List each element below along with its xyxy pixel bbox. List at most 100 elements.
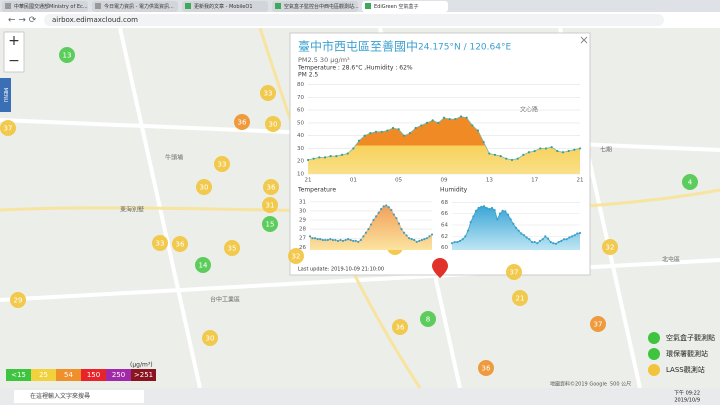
station-marker[interactable] bbox=[234, 114, 250, 130]
station-marker[interactable] bbox=[263, 179, 279, 195]
data-point bbox=[480, 205, 483, 208]
station-marker[interactable] bbox=[260, 85, 276, 101]
station-marker[interactable] bbox=[682, 174, 698, 190]
station-type-label: 環保署觀測站 bbox=[666, 349, 708, 358]
station-marker[interactable] bbox=[224, 240, 240, 256]
zoom-in[interactable]: + bbox=[8, 33, 20, 49]
station-marker[interactable] bbox=[392, 319, 408, 335]
y-tick-label: 26 bbox=[299, 245, 306, 251]
station-value: 33 bbox=[218, 161, 227, 169]
menu-button[interactable] bbox=[0, 78, 11, 112]
legend-label: 250 bbox=[112, 371, 125, 379]
chart-title: Temperature bbox=[297, 187, 336, 194]
station-value: 32 bbox=[606, 244, 615, 252]
data-point bbox=[530, 240, 534, 244]
tab-icon bbox=[5, 3, 11, 9]
station-marker[interactable] bbox=[172, 236, 188, 252]
station-marker[interactable] bbox=[288, 248, 304, 264]
station-marker[interactable] bbox=[196, 179, 212, 195]
data-point bbox=[364, 231, 368, 234]
data-point bbox=[512, 222, 515, 225]
data-point bbox=[509, 218, 512, 221]
station-marker[interactable] bbox=[265, 116, 281, 132]
data-point bbox=[488, 152, 491, 155]
station-marker[interactable] bbox=[420, 311, 436, 327]
popup-coords: 24.175°N / 120.64°E bbox=[418, 43, 511, 53]
data-point bbox=[490, 206, 494, 210]
data-point bbox=[522, 153, 525, 156]
clock-time: 下午 09:22 bbox=[674, 390, 700, 397]
station-marker[interactable] bbox=[59, 47, 75, 63]
y-tick-label: 40 bbox=[297, 133, 304, 139]
data-point bbox=[387, 206, 390, 209]
search-box[interactable] bbox=[14, 390, 144, 403]
data-point bbox=[525, 236, 528, 239]
station-marker[interactable] bbox=[262, 197, 278, 213]
data-point bbox=[418, 239, 421, 243]
data-point bbox=[313, 237, 317, 240]
tab[interactable] bbox=[362, 1, 448, 12]
data-point bbox=[352, 147, 355, 150]
station-marker[interactable] bbox=[202, 330, 218, 346]
legend-swatch bbox=[6, 369, 31, 381]
data-point bbox=[374, 215, 378, 218]
station-marker[interactable] bbox=[602, 239, 618, 255]
data-point bbox=[324, 238, 327, 242]
station-value: 36 bbox=[238, 119, 247, 127]
data-point bbox=[437, 121, 440, 124]
tab-title: 空氣盒子監控台中西屯區觀測站... bbox=[284, 3, 359, 10]
station-type-label: LASS觀測站 bbox=[666, 365, 705, 374]
data-point bbox=[541, 238, 544, 241]
legend-label: 25 bbox=[39, 371, 48, 379]
station-marker[interactable] bbox=[195, 257, 211, 273]
back[interactable]: ← → ⟳ bbox=[8, 16, 37, 26]
y-tick-label: 31 bbox=[299, 199, 306, 205]
data-point bbox=[329, 237, 332, 241]
tab[interactable] bbox=[182, 1, 268, 12]
data-point bbox=[415, 240, 418, 243]
tab-icon bbox=[275, 3, 281, 9]
data-point bbox=[517, 229, 520, 232]
data-point bbox=[414, 126, 417, 130]
legend-swatch bbox=[131, 369, 156, 381]
zoom-out[interactable]: − bbox=[8, 53, 20, 69]
station-value: 37 bbox=[4, 125, 13, 133]
data-point bbox=[578, 147, 582, 150]
station-marker[interactable] bbox=[506, 264, 522, 280]
legend-unit: (μg/m³) bbox=[130, 362, 153, 369]
conditions: Temperature : 28.6°C ,Humidity : 62% bbox=[297, 65, 413, 72]
station-value: 36 bbox=[176, 241, 185, 249]
tab[interactable] bbox=[272, 1, 358, 12]
data-point bbox=[465, 116, 468, 119]
popup-close[interactable] bbox=[580, 36, 588, 44]
data-point bbox=[539, 147, 542, 150]
station-marker[interactable] bbox=[214, 156, 230, 172]
data-point bbox=[331, 238, 334, 242]
station-marker[interactable] bbox=[262, 216, 278, 232]
tab[interactable] bbox=[92, 1, 178, 12]
tab[interactable] bbox=[2, 1, 88, 12]
data-point bbox=[385, 204, 388, 207]
station-value: 36 bbox=[267, 184, 276, 192]
station-value: 15 bbox=[266, 221, 275, 229]
station-marker[interactable] bbox=[10, 292, 26, 308]
station-value: 37 bbox=[510, 269, 519, 277]
station-marker[interactable] bbox=[152, 235, 168, 251]
data-point bbox=[431, 119, 434, 122]
url-field[interactable] bbox=[44, 14, 664, 26]
data-point bbox=[347, 237, 350, 241]
location-pin[interactable] bbox=[432, 258, 448, 278]
tab-title: EdiGreen 空氣盒子 bbox=[374, 3, 418, 10]
station-marker[interactable] bbox=[478, 360, 494, 376]
data-point bbox=[362, 235, 365, 238]
data-point bbox=[335, 155, 338, 158]
station-marker[interactable] bbox=[0, 120, 16, 136]
data-point bbox=[538, 239, 542, 243]
data-point bbox=[576, 232, 579, 235]
data-point bbox=[544, 147, 548, 150]
zoom-control bbox=[3, 31, 25, 73]
data-point bbox=[311, 237, 314, 240]
station-marker[interactable] bbox=[590, 316, 606, 332]
station-marker[interactable] bbox=[512, 290, 528, 306]
data-point bbox=[442, 116, 446, 119]
